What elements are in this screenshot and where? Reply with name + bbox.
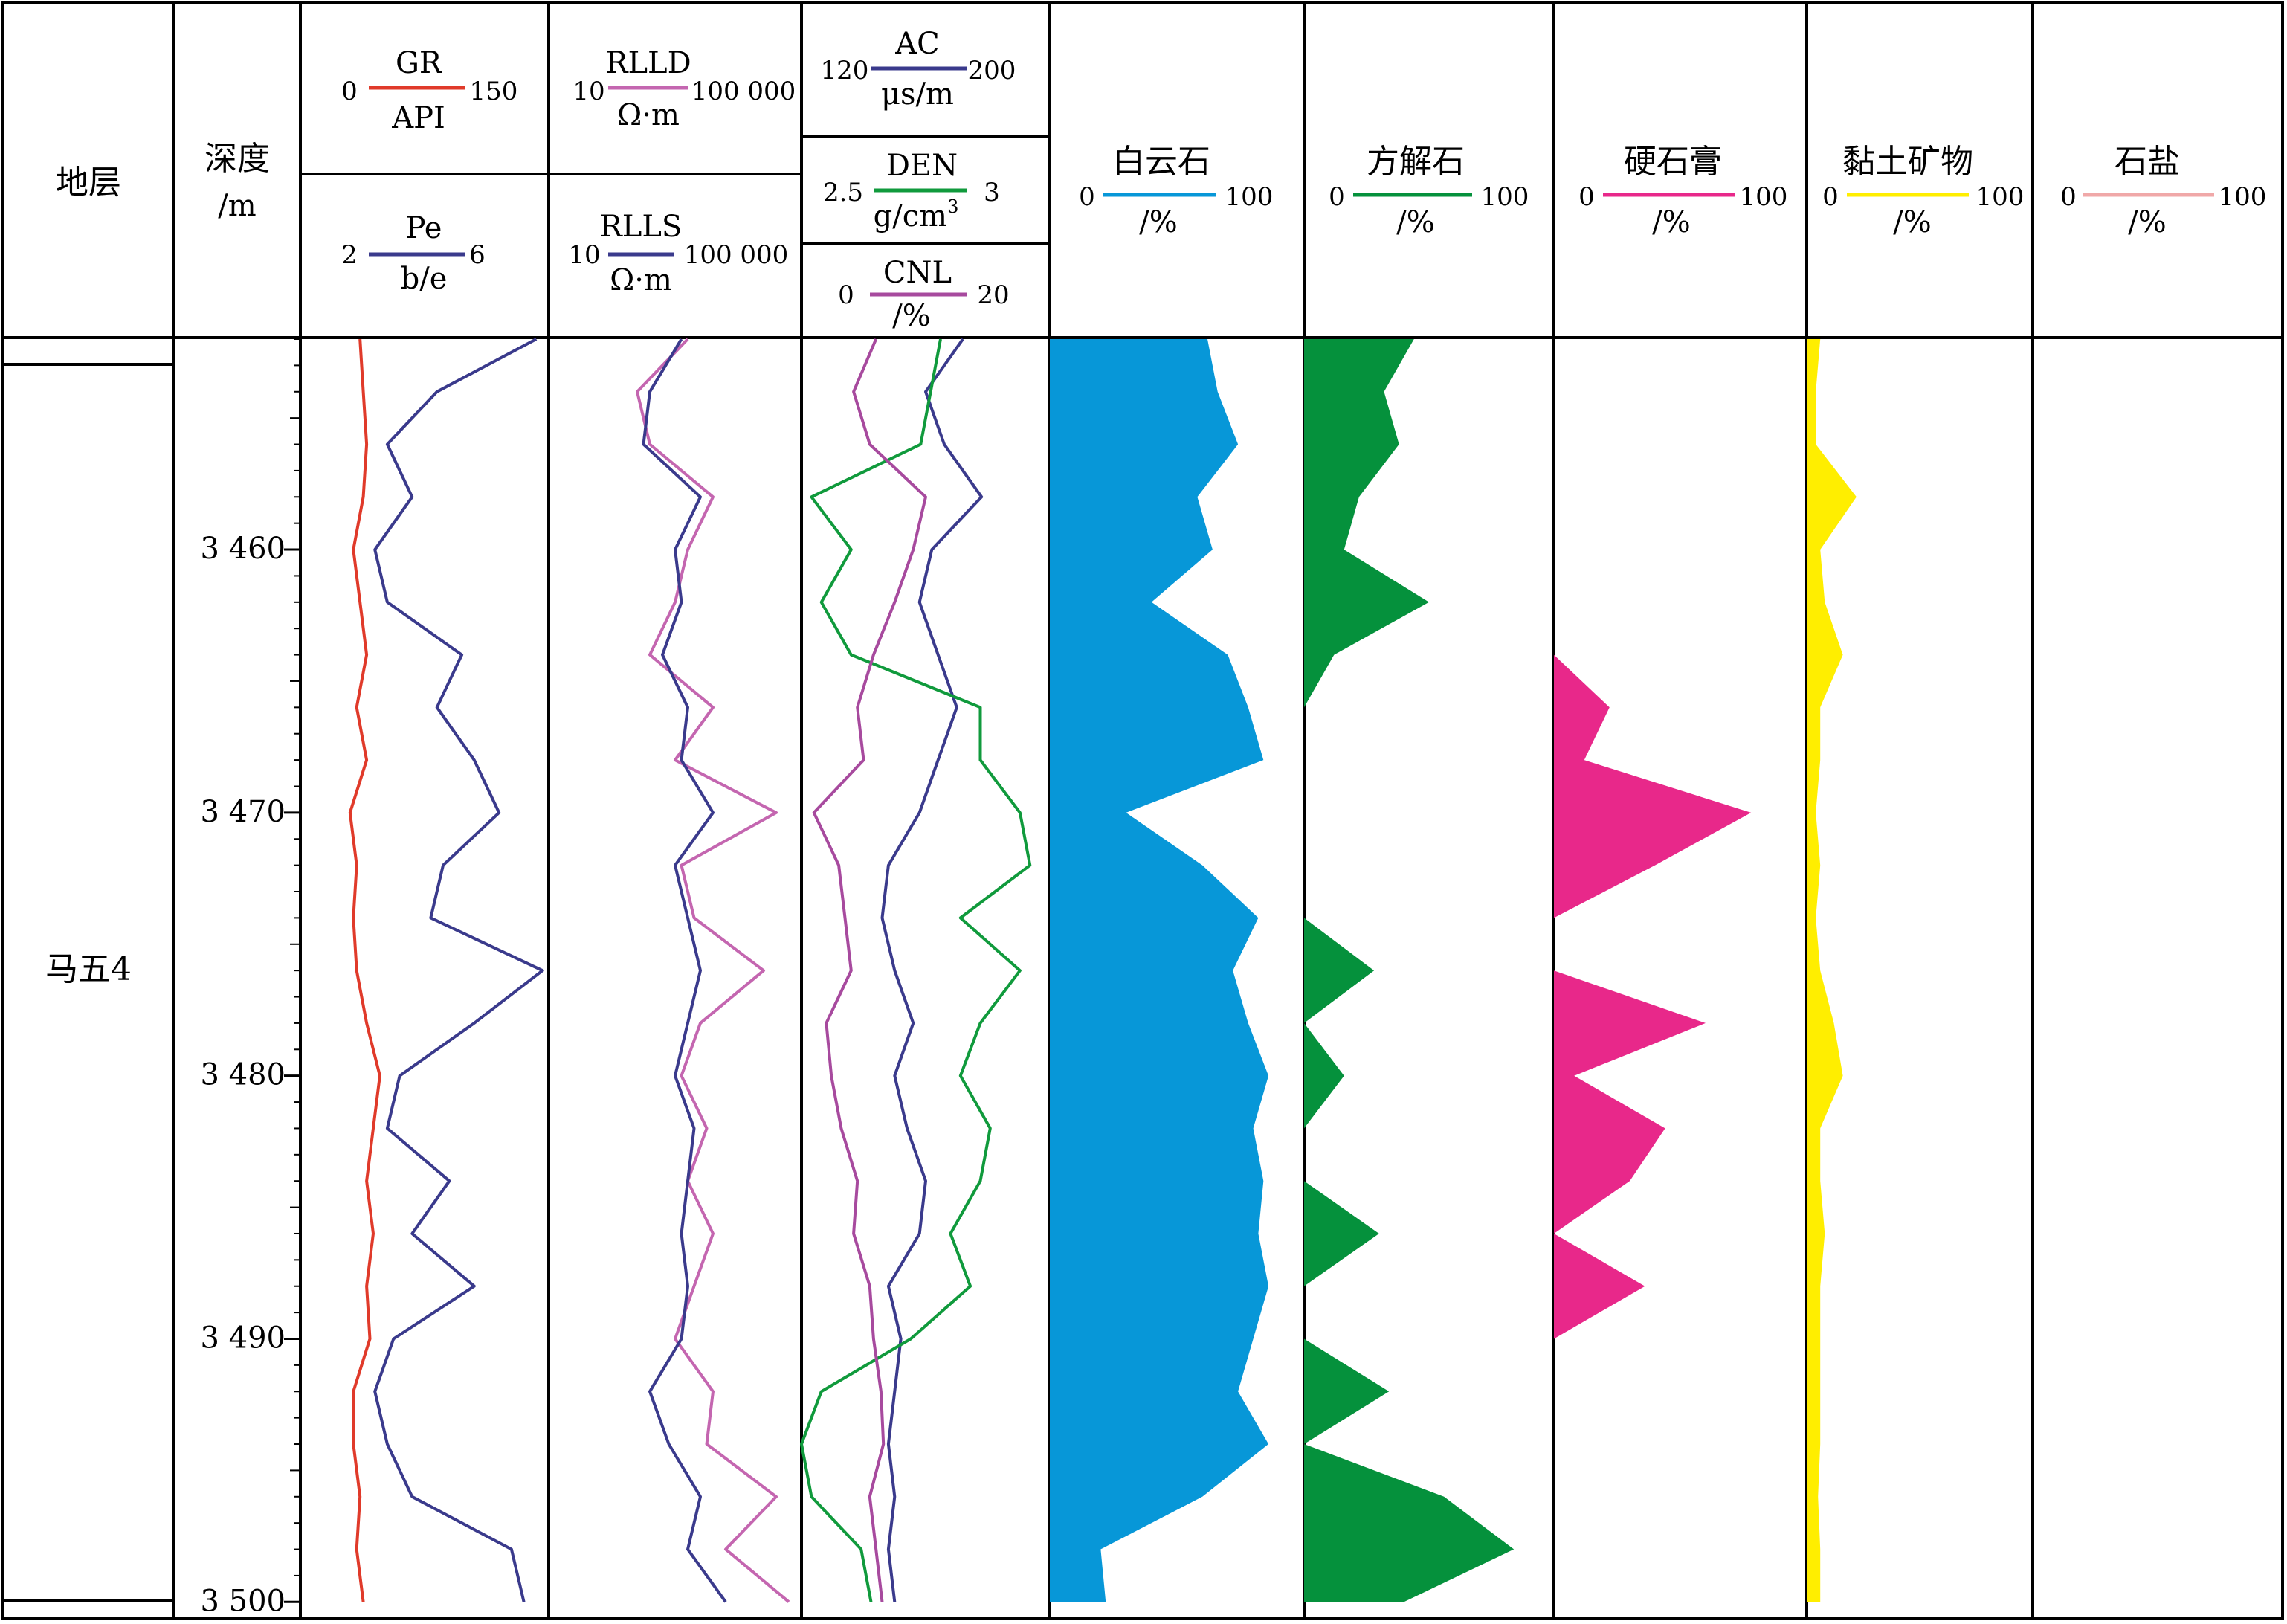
svg-text:120: 120 [821, 56, 869, 86]
svg-text:/%: /% [892, 299, 930, 333]
series-7-curve [1050, 339, 1269, 1602]
strata-name: 马五4 [45, 950, 132, 988]
svg-text:6: 6 [469, 240, 486, 270]
svg-text:白云石: 白云石 [1112, 143, 1210, 181]
depth-tick-label: 3 480 [200, 1058, 286, 1092]
svg-text:/%: /% [1139, 205, 1177, 239]
svg-text:方解石: 方解石 [1367, 143, 1465, 181]
series-10-curve [1807, 339, 1857, 1602]
svg-text:Ω·m: Ω·m [617, 98, 680, 132]
svg-text:0: 0 [2060, 182, 2077, 212]
depth-axis: 3 460 3 470 3 480 3 490 3 500 [200, 338, 300, 1618]
depth-tick-label: 3 500 [200, 1584, 286, 1618]
series-5-curve [800, 338, 1032, 1602]
depth-tick-label: 3 460 [200, 532, 286, 566]
svg-text:0: 0 [1822, 182, 1839, 212]
svg-text:石盐: 石盐 [2115, 143, 2180, 181]
ac-header: AC μs/m 120 200 [821, 27, 1016, 112]
svg-text:黏土矿物: 黏土矿物 [1842, 143, 1973, 181]
cnl-header: CNL /% 0 20 [838, 256, 1009, 333]
svg-text:Ω·m: Ω·m [610, 263, 672, 297]
svg-text:μs/m: μs/m [881, 77, 954, 112]
svg-text:100 000: 100 000 [691, 77, 796, 106]
depth-tick-label: 3 490 [200, 1321, 286, 1355]
svg-text:CNL: CNL [883, 256, 952, 290]
svg-text:0: 0 [838, 280, 854, 310]
svg-text:0: 0 [1329, 182, 1345, 212]
depth-unit: /m [218, 189, 256, 223]
svg-text:API: API [391, 101, 445, 135]
svg-text:GR: GR [396, 46, 443, 80]
svg-text:/%: /% [1396, 205, 1434, 239]
svg-text:20: 20 [977, 280, 1009, 310]
svg-text:0: 0 [341, 77, 358, 106]
log-tracks [348, 338, 1857, 1603]
svg-text:DEN: DEN [886, 149, 958, 183]
svg-text:100: 100 [1481, 182, 1529, 212]
svg-text:10: 10 [572, 77, 604, 106]
dolomite-header: 白云石 /% 0 100 [1079, 143, 1273, 239]
clay-header: 黏土矿物 /% 0 100 [1822, 143, 2024, 239]
svg-text:RLLD: RLLD [605, 46, 691, 80]
depth-header: 深度 [204, 140, 270, 178]
gypsum-header: 硬石膏 /% 0 100 [1578, 143, 1787, 239]
svg-text:100: 100 [2219, 182, 2267, 212]
svg-text:/%: /% [1893, 205, 1931, 239]
svg-text:硬石膏: 硬石膏 [1624, 143, 1722, 181]
den-header: DEN g/cm3 2.5 3 [823, 149, 1000, 233]
rlls-header: RLLS Ω·m 10 100 000 [568, 210, 788, 297]
gr-header: GR API 0 150 [341, 46, 517, 135]
strata-header: 地层 [56, 164, 121, 202]
svg-text:RLLS: RLLS [600, 210, 683, 244]
svg-text:/%: /% [1652, 205, 1690, 239]
series-2-curve [636, 338, 790, 1603]
series-9-curve [1554, 339, 1752, 1602]
svg-text:g/cm3: g/cm3 [874, 196, 959, 233]
series-3-curve [642, 338, 727, 1603]
svg-text:10: 10 [568, 240, 600, 270]
calcite-header: 方解石 /% 0 100 [1329, 143, 1529, 239]
svg-text:Pe: Pe [406, 211, 442, 245]
series-8-curve [1304, 339, 1515, 1602]
series-0-curve [348, 338, 381, 1602]
rlld-header: RLLD Ω·m 10 100 000 [572, 46, 796, 132]
salt-header: 石盐 /% 0 100 [2060, 143, 2266, 239]
svg-text:100: 100 [1740, 182, 1788, 212]
series-1-curve [373, 338, 544, 1602]
svg-text:2.5: 2.5 [823, 178, 863, 207]
svg-text:200: 200 [968, 56, 1016, 86]
svg-text:0: 0 [1079, 182, 1095, 212]
series-4-curve [880, 338, 984, 1602]
svg-text:2: 2 [341, 240, 358, 270]
svg-text:3: 3 [984, 178, 1000, 207]
svg-text:AC: AC [894, 27, 940, 61]
svg-text:100: 100 [1225, 182, 1274, 212]
series-6-curve [812, 338, 927, 1602]
svg-text:100 000: 100 000 [684, 240, 789, 270]
pe-header: Pe b/e 2 6 [341, 211, 486, 296]
depth-tick-label: 3 470 [200, 795, 286, 829]
svg-text:0: 0 [1578, 182, 1595, 212]
svg-text:b/e: b/e [401, 262, 448, 296]
svg-text:/%: /% [2128, 205, 2166, 239]
svg-text:150: 150 [470, 77, 518, 106]
svg-text:100: 100 [1976, 182, 2025, 212]
